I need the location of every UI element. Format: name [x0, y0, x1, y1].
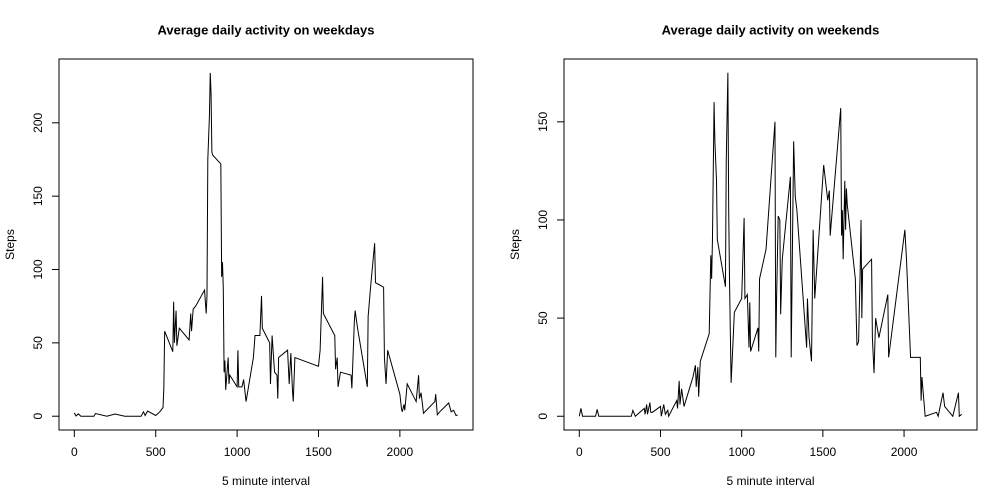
- x-tick-label: 2000: [387, 445, 414, 459]
- x-tick-label: 0: [71, 445, 78, 459]
- plot-frame: [58, 58, 474, 431]
- y-tick-label: 150: [536, 111, 550, 131]
- data-line: [73, 72, 458, 417]
- y-tick-label: 100: [536, 210, 550, 230]
- y-axis-label: Steps: [3, 229, 17, 260]
- x-tick-label: 0: [576, 445, 583, 459]
- y-tick-label: 100: [31, 259, 45, 279]
- x-tick-label: 1000: [728, 445, 755, 459]
- x-axis-label: 5 minute interval: [726, 474, 814, 488]
- x-tick-label: 500: [650, 445, 670, 459]
- y-axis-label: Steps: [508, 229, 522, 260]
- x-tick-label: 1000: [224, 445, 251, 459]
- y-tick-label: 200: [31, 112, 45, 132]
- chart-title: Average daily activity on weekdays: [157, 22, 374, 37]
- x-axis-label: 5 minute interval: [222, 474, 310, 488]
- y-tick-label: 150: [31, 186, 45, 206]
- x-tick-label: 2000: [891, 445, 918, 459]
- plot-frame: [563, 58, 978, 431]
- x-tick-label: 1500: [305, 445, 332, 459]
- chart-title: Average daily activity on weekends: [662, 22, 880, 37]
- y-tick-label: 50: [31, 336, 45, 350]
- y-tick-label: 50: [536, 311, 550, 325]
- data-line: [578, 72, 963, 418]
- x-tick-label: 500: [146, 445, 166, 459]
- x-tick-label: 1500: [810, 445, 837, 459]
- y-tick-label: 0: [536, 413, 550, 420]
- y-tick-label: 0: [31, 413, 45, 420]
